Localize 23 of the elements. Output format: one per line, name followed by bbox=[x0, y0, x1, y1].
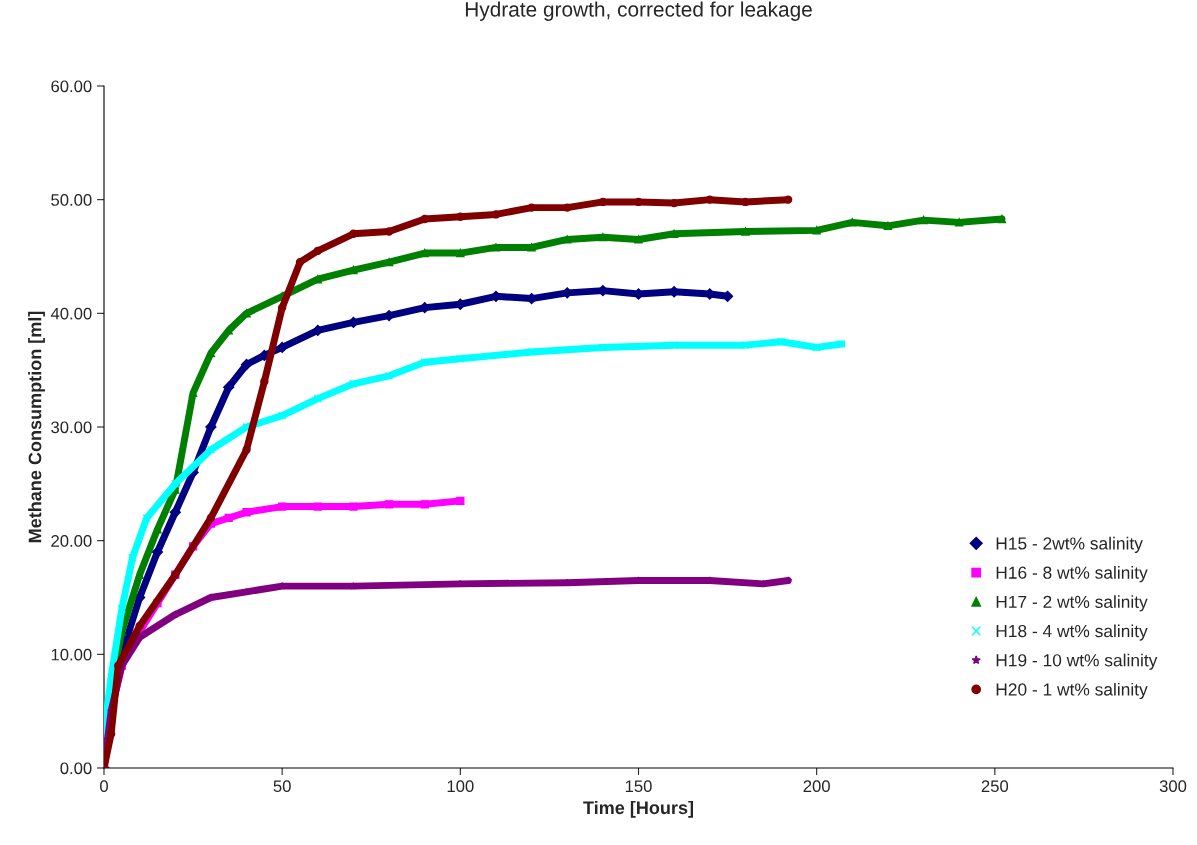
x-tick-label: 50 bbox=[273, 780, 291, 793]
x-tick-label: 150 bbox=[625, 780, 652, 793]
y-tick-label: 50.00 bbox=[51, 194, 92, 206]
y-tick-label: 60.00 bbox=[51, 80, 92, 93]
x-tick-label: 250 bbox=[981, 780, 1009, 793]
y-tick-label: 40.00 bbox=[50, 307, 92, 320]
x-tick-label: 200 bbox=[803, 780, 830, 793]
legend-label: H20 - 1 wt% salinity bbox=[996, 682, 1148, 700]
y-tick-label: 0.00 bbox=[60, 762, 92, 775]
chart-title: Hydrate growth, corrected for leakage bbox=[465, 1, 812, 21]
legend-label: H19 - 10 wt% salinity bbox=[996, 653, 1158, 670]
x-tick-label: 100 bbox=[447, 780, 474, 793]
legend-label: H15 - 2wt% salinity bbox=[996, 536, 1143, 554]
legend-label: H16 - 8 wt% salinity bbox=[996, 566, 1148, 583]
x-tick-label: 0 bbox=[100, 780, 108, 793]
y-axis-title: Methane Consumption [ml] bbox=[28, 311, 45, 543]
x-axis-title: Time [Hours] bbox=[583, 800, 694, 818]
y-tick-label: 10.00 bbox=[51, 648, 92, 661]
x-tick-label: 300 bbox=[1159, 780, 1187, 793]
legend-label: H18 - 4 wt% salinity bbox=[996, 624, 1148, 641]
y-tick-label: 30.00 bbox=[51, 421, 92, 434]
y-tick-label: 20.00 bbox=[51, 535, 92, 547]
legend-label: H17 - 2 wt% salinity bbox=[996, 595, 1148, 612]
